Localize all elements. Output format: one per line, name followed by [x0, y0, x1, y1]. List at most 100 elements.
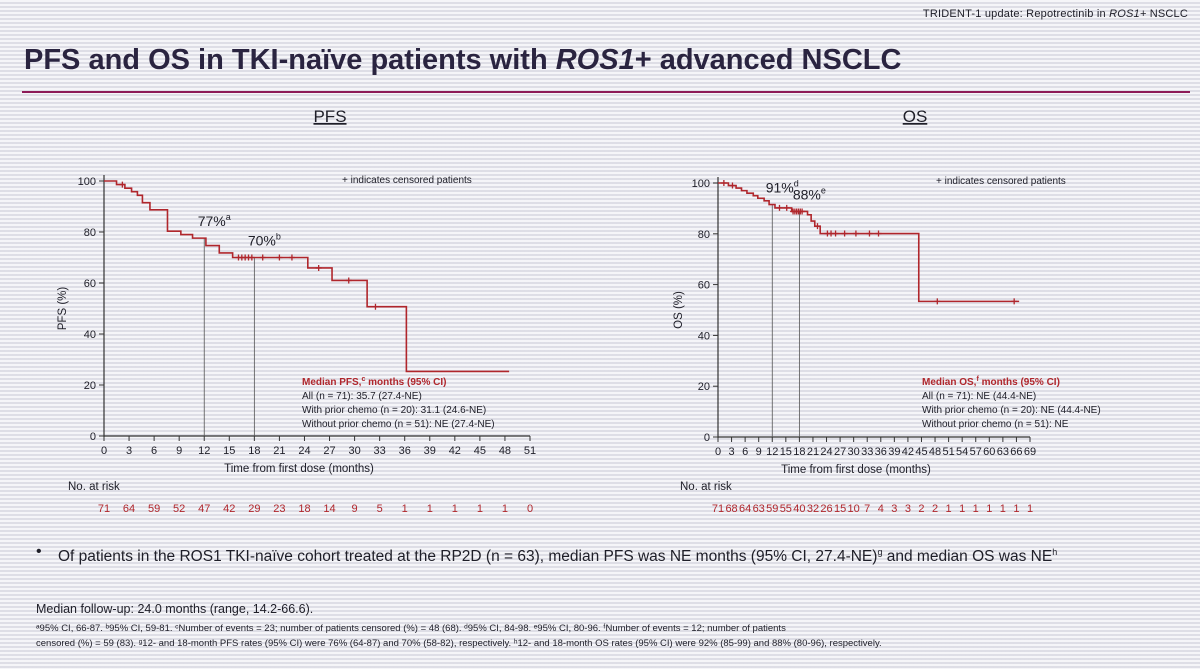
os-at-risk-value: 3 — [905, 503, 911, 515]
os-y-tick-label: 80 — [698, 229, 710, 241]
bullet-icon: • — [36, 543, 42, 560]
os-median-heading-tail: months (95% CI) — [979, 377, 1060, 388]
os-median-line: With prior chemo (n = 20): NE (44.4-NE) — [922, 405, 1101, 416]
pfs-landmark-label: 77%a — [198, 212, 231, 229]
pfs-at-risk-value: 9 — [352, 503, 358, 515]
os-x-tick-label: 21 — [807, 446, 819, 458]
pfs-at-risk-value: 52 — [173, 503, 185, 515]
os-at-risk-value: 1 — [1013, 503, 1019, 515]
pfs-x-tick-label: 45 — [474, 445, 486, 457]
os-x-tick-label: 30 — [848, 446, 860, 458]
os-at-risk-value: 2 — [918, 503, 924, 515]
os-x-tick-label: 3 — [729, 446, 735, 458]
os-censor-mark — [729, 182, 736, 189]
pfs-x-tick-label: 33 — [374, 445, 386, 457]
os-x-tick-label: 42 — [902, 446, 914, 458]
pfs-x-tick-label: 18 — [248, 445, 260, 457]
pfs-censor-mark — [288, 254, 295, 261]
footnotes: ᵃ95% CI, 66-87. ᵇ95% CI, 59-81. ᶜNumber … — [36, 621, 1036, 651]
pfs-at-risk-value: 71 — [98, 503, 110, 515]
pfs-y-tick-label: 0 — [90, 431, 96, 443]
os-at-risk-value: 3 — [891, 503, 897, 515]
pfs-y-tick-label: 60 — [84, 278, 96, 290]
os-at-risk-value: 1 — [1027, 503, 1033, 515]
os-x-tick-label: 18 — [793, 446, 805, 458]
pfs-at-risk-value: 23 — [273, 503, 285, 515]
pfs-median-heading: Median PFS,c months (95% CI) — [302, 376, 446, 388]
pfs-x-axis-label: Time from first dose (months) — [224, 463, 374, 475]
os-x-tick-label: 54 — [956, 446, 968, 458]
page-title: PFS and OS in TKI-naïve patients with RO… — [24, 44, 902, 76]
os-x-tick-label: 6 — [742, 446, 748, 458]
os-x-axis-label: Time from first dose (months) — [781, 464, 931, 476]
os-censor-mark — [799, 208, 806, 215]
os-censor-mark — [852, 230, 859, 237]
os-censor-mark — [866, 230, 873, 237]
os-censor-mark — [814, 223, 821, 230]
pfs-x-tick-label: 21 — [273, 445, 285, 457]
pfs-x-tick-label: 39 — [424, 445, 436, 457]
pfs-at-risk-value: 1 — [502, 503, 508, 515]
os-at-risk-value: 15 — [834, 503, 846, 515]
bullet-text: Of patients in the ROS1 TKI-naïve cohort… — [58, 547, 1058, 566]
pfs-at-risk-value: 5 — [377, 503, 383, 515]
os-y-tick-label: 0 — [704, 432, 710, 444]
pfs-censor-mark — [315, 264, 322, 271]
pfs-chart-title: PFS — [313, 107, 346, 126]
pfs-at-risk-value: 0 — [527, 503, 533, 515]
os-x-tick-label: 66 — [1010, 446, 1022, 458]
os-at-risk-value: 10 — [848, 503, 860, 515]
pfs-x-tick-label: 24 — [298, 445, 310, 457]
os-at-risk-value: 71 — [712, 503, 724, 515]
pfs-km-curve — [104, 180, 510, 373]
os-censor-mark — [783, 204, 790, 211]
pfs-x-tick-label: 9 — [176, 445, 182, 457]
os-x-tick-label: 48 — [929, 446, 941, 458]
pfs-x-tick-label: 30 — [348, 445, 360, 457]
pfs-censor-mark — [345, 277, 352, 284]
pfs-at-risk-value: 42 — [223, 503, 235, 515]
pfs-y-tick-label: 80 — [84, 227, 96, 239]
pfs-at-risk-value: 1 — [452, 503, 458, 515]
os-at-risk-value: 7 — [864, 503, 870, 515]
pfs-x-tick-label: 51 — [524, 445, 536, 457]
os-x-tick-label: 57 — [970, 446, 982, 458]
pfs-median-line: Without prior chemo (n = 51): NE (27.4-N… — [302, 419, 495, 430]
os-at-risk-value: 1 — [986, 503, 992, 515]
os-censor-mark — [720, 180, 727, 186]
os-x-tick-label: 27 — [834, 446, 846, 458]
os-at-risk-value: 1 — [959, 503, 965, 515]
os-landmark-footnote: d — [794, 179, 799, 189]
pfs-x-tick-label: 48 — [499, 445, 511, 457]
pfs-x-tick-label: 6 — [151, 445, 157, 457]
os-x-tick-label: 36 — [875, 446, 887, 458]
os-y-tick-label: 20 — [698, 381, 710, 393]
median-followup: Median follow-up: 24.0 months (range, 14… — [36, 602, 314, 616]
os-at-risk-value: 59 — [766, 503, 778, 515]
pfs-at-risk-value: 1 — [402, 503, 408, 515]
os-censor-note: + indicates censored patients — [936, 176, 1066, 187]
os-censor-mark — [934, 298, 941, 305]
pfs-censor-note: + indicates censored patients — [342, 175, 472, 186]
pfs-x-tick-label: 15 — [223, 445, 235, 457]
os-censor-mark — [832, 230, 839, 237]
pfs-median-line: With prior chemo (n = 20): 31.1 (24.6-NE… — [302, 405, 486, 416]
pfs-at-risk-value: 14 — [323, 503, 335, 515]
pfs-at-risk-value: 1 — [477, 503, 483, 515]
pfs-at-risk-label: No. at risk — [68, 481, 120, 493]
os-censor-mark — [841, 230, 848, 237]
os-median-heading: Median OS,f months (95% CI) — [922, 376, 1060, 388]
os-x-tick-label: 24 — [820, 446, 832, 458]
pfs-at-risk-value: 59 — [148, 503, 160, 515]
pfs-censor-mark — [276, 254, 283, 261]
pfs-censor-mark — [259, 254, 266, 261]
summary-bullet: • Of patients in the ROS1 TKI-naïve coho… — [36, 542, 1166, 567]
pfs-median-line: All (n = 71): 35.7 (27.4-NE) — [302, 391, 422, 402]
pfs-at-risk-value: 47 — [198, 503, 210, 515]
os-y-tick-label: 60 — [698, 280, 710, 292]
os-at-risk-value: 2 — [932, 503, 938, 515]
header-note: TRIDENT-1 update: Repotrectinib in ROS1+… — [922, 8, 1188, 20]
pfs-x-tick-label: 0 — [101, 445, 107, 457]
pfs-at-risk-value: 29 — [248, 503, 260, 515]
os-x-tick-label: 33 — [861, 446, 873, 458]
